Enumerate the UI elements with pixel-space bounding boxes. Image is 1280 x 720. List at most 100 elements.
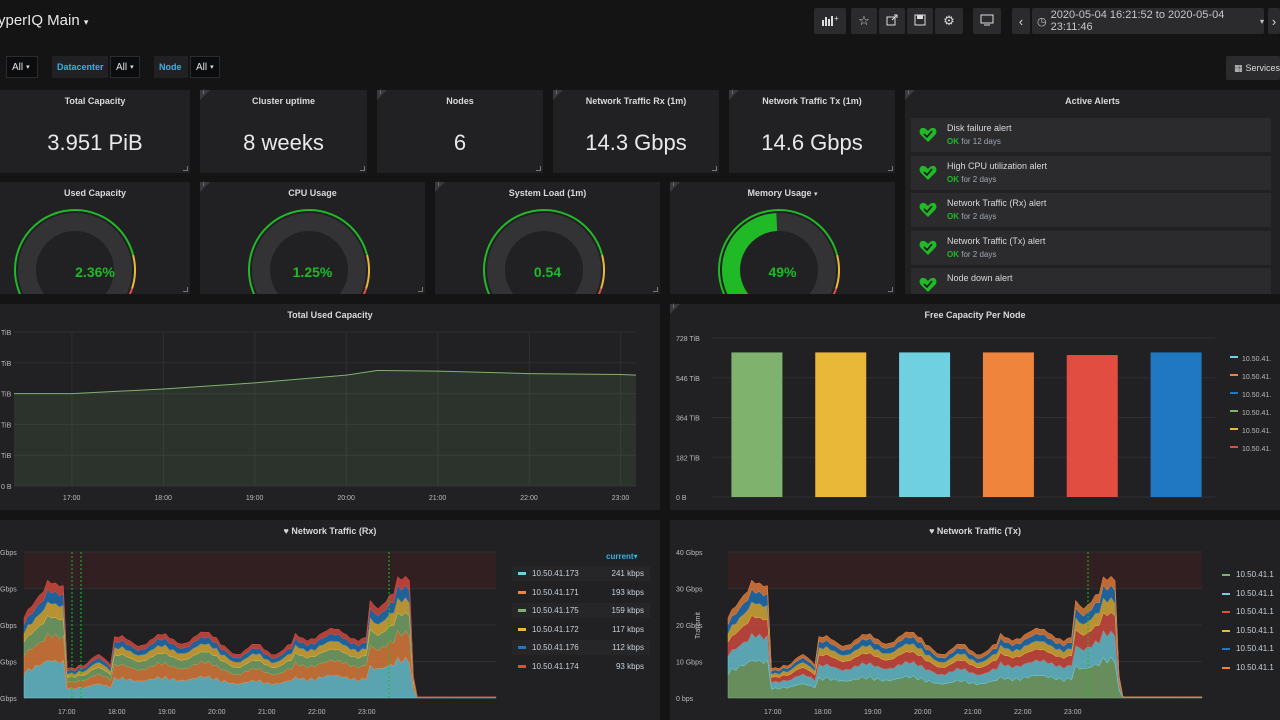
share-icon bbox=[886, 14, 898, 29]
gauge-threshold-warn bbox=[835, 254, 840, 289]
settings-button[interactable]: ⚙ bbox=[935, 8, 963, 34]
legend-sort-current[interactable]: current▾ bbox=[606, 552, 638, 561]
y-tick-label: 364 TiB bbox=[676, 416, 700, 423]
share-button[interactable] bbox=[879, 8, 905, 34]
chart-free-capacity: 0 B 182 TiB 364 TiB 546 TiB 728 TiB 10.50.41.… bbox=[676, 336, 1271, 502]
alert-item[interactable]: Network Traffic (Rx) alert OK for 2 days bbox=[911, 193, 1271, 227]
services-button[interactable]: ▦ Services bbox=[1226, 56, 1280, 80]
bar bbox=[899, 352, 951, 497]
y-tick-label: 0 B bbox=[676, 495, 687, 502]
legend-swatch bbox=[1222, 574, 1230, 576]
gauge-threshold-warn bbox=[365, 254, 370, 289]
legend-current: 93 kbps bbox=[615, 661, 644, 671]
legend-item[interactable]: 10.50.41.172 117 kbps bbox=[512, 622, 650, 637]
info-icon[interactable]: i bbox=[200, 90, 210, 100]
y-tick-label: 0 B bbox=[1, 484, 12, 491]
legend-item[interactable]: 10.50.41.1 bbox=[1218, 642, 1280, 656]
grid-icon: ▦ bbox=[1234, 62, 1243, 73]
add-panel-button[interactable]: + bbox=[814, 8, 846, 34]
resize-handle[interactable] bbox=[183, 287, 188, 292]
panel-title: Cluster uptime bbox=[251, 96, 315, 106]
legend-swatch bbox=[1230, 356, 1238, 358]
panel-title[interactable]: Memory Usage ▾ bbox=[670, 188, 895, 198]
tv-mode-button[interactable] bbox=[973, 8, 1001, 34]
legend-item[interactable]: 10.50.41.1 bbox=[1218, 587, 1280, 601]
legend-item[interactable]: 10.50.41.1 bbox=[1218, 624, 1280, 638]
resize-handle[interactable] bbox=[536, 166, 541, 171]
alert-item[interactable]: High CPU utilization alert OK for 2 days bbox=[911, 155, 1271, 190]
time-forward-button[interactable]: › bbox=[1268, 8, 1280, 34]
alert-since: for 2 days bbox=[961, 174, 997, 184]
caret-down-icon: ▾ bbox=[814, 191, 818, 198]
legend-item[interactable]: 10.50.41.1 bbox=[1218, 605, 1280, 619]
legend-item[interactable]: 10.50.41.176 112 kbps bbox=[512, 640, 650, 655]
x-tick-label: 22:00 bbox=[308, 709, 326, 716]
legend-item[interactable]: 10.50.41.1 bbox=[1218, 661, 1280, 675]
resize-handle[interactable] bbox=[653, 287, 658, 292]
panel-title-text: Network Traffic (Rx) bbox=[291, 526, 377, 536]
node-label: Node bbox=[154, 56, 188, 78]
variable-select-1[interactable]: All ▾ bbox=[6, 56, 38, 78]
gauge-threshold-ok bbox=[483, 209, 604, 294]
dashboard-title[interactable]: yperIQ Main ▾ bbox=[0, 12, 88, 29]
alert-item[interactable]: Network Traffic (Tx) alert OK for 2 days bbox=[911, 230, 1271, 265]
x-tick-label: 17:00 bbox=[764, 709, 782, 716]
resize-handle[interactable] bbox=[888, 287, 893, 292]
y-tick-label: Gbps bbox=[0, 587, 17, 594]
legend-swatch bbox=[1222, 611, 1230, 613]
panel-title: CPU Usage bbox=[288, 188, 337, 198]
panel-title: System Load (1m) bbox=[508, 188, 587, 198]
svg-text:+: + bbox=[834, 14, 839, 23]
info-icon[interactable]: i bbox=[200, 182, 210, 192]
gauge-system-load bbox=[483, 209, 605, 294]
alert-item[interactable]: Node down alert bbox=[911, 268, 1271, 294]
star-button[interactable]: ☆ bbox=[851, 8, 877, 34]
node-select[interactable]: All ▾ bbox=[190, 56, 220, 78]
node-value: All bbox=[196, 61, 208, 73]
x-tick-label: 23:00 bbox=[1064, 709, 1082, 716]
info-icon[interactable]: i bbox=[729, 90, 739, 100]
legend-current: 193 kbps bbox=[611, 587, 644, 597]
legend-label: 10.50.41.1 bbox=[1236, 588, 1274, 598]
resize-handle[interactable] bbox=[888, 166, 893, 171]
gauge-fill bbox=[722, 213, 778, 294]
resize-handle[interactable] bbox=[360, 166, 365, 171]
time-back-button[interactable]: ‹ bbox=[1012, 8, 1030, 34]
resize-handle[interactable] bbox=[418, 287, 423, 292]
legend-item[interactable]: 10.50.41.1 bbox=[1218, 568, 1280, 582]
time-range-picker[interactable]: ◷ 2020-05-04 16:21:52 to 2020-05-04 23:1… bbox=[1032, 8, 1264, 34]
info-icon[interactable]: i bbox=[670, 304, 680, 314]
legend-item[interactable]: 10.50.41.171 193 kbps bbox=[512, 585, 650, 600]
stat-value: 8 weeks bbox=[243, 130, 324, 155]
y-tick-label: TiB bbox=[1, 422, 12, 429]
resize-handle[interactable] bbox=[183, 166, 188, 171]
x-tick-label: 22:00 bbox=[1014, 709, 1032, 716]
legend-item[interactable]: 10.50.41.173 241 kbps bbox=[512, 566, 650, 581]
bar bbox=[1150, 352, 1202, 497]
x-tick-label: 20:00 bbox=[914, 709, 932, 716]
clock-icon: ◷ bbox=[1037, 15, 1047, 28]
stat-value: 14.3 Gbps bbox=[585, 130, 687, 155]
stat-value: 3.951 PiB bbox=[47, 130, 143, 155]
alert-item[interactable]: Disk failure alert OK for 12 days bbox=[911, 118, 1271, 152]
gauge-value: 2.36% bbox=[75, 264, 115, 280]
info-icon[interactable]: i bbox=[553, 90, 563, 100]
resize-handle[interactable] bbox=[712, 166, 717, 171]
legend-swatch bbox=[1230, 410, 1238, 412]
legend-item[interactable]: 10.50.41.174 93 kbps bbox=[512, 659, 650, 674]
panel-network-tx: ♥ Network Traffic (Tx) 0 bps 10 Gbps 20 Gb… bbox=[670, 520, 1280, 720]
save-button[interactable] bbox=[907, 8, 933, 34]
legend-label: 10.50.41.172 bbox=[532, 624, 579, 634]
info-icon[interactable]: i bbox=[435, 182, 445, 192]
panel-net-tx-stat: i Network Traffic Tx (1m) 14.6 Gbps bbox=[729, 90, 895, 173]
datacenter-select[interactable]: All ▾ bbox=[110, 56, 140, 78]
alert-status: OK for 2 days bbox=[947, 175, 996, 184]
legend-item[interactable]: 10.50.41.175 159 kbps bbox=[512, 603, 650, 618]
info-icon[interactable]: i bbox=[670, 182, 680, 192]
info-icon[interactable]: i bbox=[377, 90, 387, 100]
panel-title-text: Memory Usage bbox=[747, 188, 812, 198]
info-icon[interactable]: i bbox=[905, 90, 915, 100]
legend-label: 10.50.41.1 bbox=[1236, 662, 1274, 672]
y-tick-label: TiB bbox=[1, 392, 12, 399]
legend-swatch bbox=[518, 609, 526, 612]
